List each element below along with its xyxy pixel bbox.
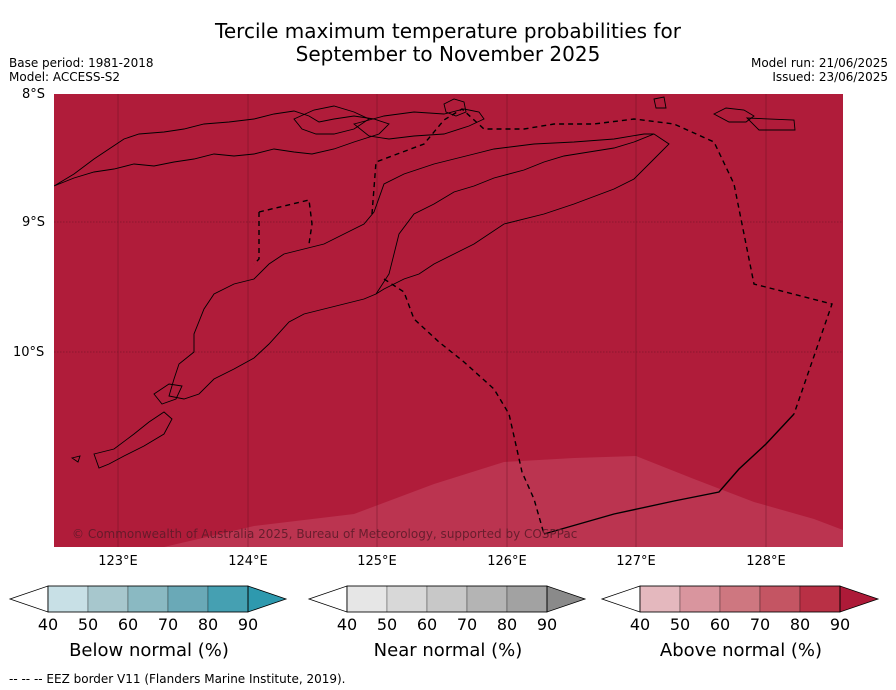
lon-label-124: 124°E — [228, 554, 268, 569]
map-title-line1: Tercile maximum temperature probabilitie… — [215, 19, 681, 43]
colorbar-near-bin-3 — [466, 585, 508, 613]
legend-below-normal: 40 50 60 70 80 90 — [8, 584, 290, 634]
eez-border — [253, 108, 833, 535]
colorbar-above-tick-50: 50 — [669, 615, 691, 634]
meta-right: Model run: 21/06/2025 Issued: 23/06/2025 — [751, 56, 888, 84]
legend-label-near: Near normal (%) — [373, 640, 523, 661]
colorbar-below-normal — [8, 585, 288, 613]
eez-australia-indonesia — [543, 413, 795, 535]
lat-label-8s: 8°S — [22, 87, 46, 102]
colorbar-below-tick-80: 80 — [197, 615, 219, 634]
colorbar-below-bin-4 — [207, 585, 249, 613]
small-island-1 — [653, 96, 667, 109]
colorbar-above-tick-70: 70 — [749, 615, 771, 634]
lon-label-128: 128°E — [746, 554, 786, 569]
legend-above-normal: 40 50 60 70 80 90 — [600, 584, 882, 634]
rote-coast — [93, 411, 173, 469]
lon-label-126: 126°E — [487, 554, 527, 569]
colorbar-below-tick-60: 60 — [117, 615, 139, 634]
above-normal-90-area — [54, 94, 843, 547]
eez-oecusse — [253, 199, 313, 265]
colorbar-below-bin-1 — [87, 585, 129, 613]
colorbar-near-bin-2 — [426, 585, 468, 613]
timor-east-coast — [375, 133, 670, 295]
above-normal-80-area — [164, 456, 843, 547]
legend-near-normal: 40 50 60 70 80 90 — [307, 584, 589, 634]
atauro-coast — [443, 98, 467, 117]
colorbar-near-frame — [346, 585, 548, 613]
colorbar-near-tick-50: 50 — [376, 615, 398, 634]
colorbar-below-tick-40: 40 — [37, 615, 59, 634]
colorbar-near-upper-cap — [546, 585, 587, 613]
flores-coast — [54, 110, 390, 187]
map-title-line2: September to November 2025 — [295, 42, 601, 66]
colorbar-above-tick-90: 90 — [829, 615, 851, 634]
colorbar-above-bin-0 — [639, 585, 681, 613]
model-run: Model run: 21/06/2025 — [750, 56, 888, 70]
colorbar-above-tick-80: 80 — [789, 615, 811, 634]
colorbar-near-bin-0 — [346, 585, 388, 613]
eez-timor-north — [371, 108, 833, 415]
colorbar-below-bin-3 — [167, 585, 209, 613]
legend-label-below: Below normal (%) — [69, 640, 229, 661]
colorbar-near-normal — [307, 585, 587, 613]
meta-left: Base period: 1981-2018 Model: ACCESS-S2 — [9, 56, 154, 84]
probability-map — [54, 94, 843, 547]
model-name: Model: ACCESS-S2 — [9, 70, 121, 84]
lat-label-10s: 10°S — [13, 345, 45, 360]
colorbar-above-bin-2 — [719, 585, 761, 613]
colorbar-near-tick-90: 90 — [536, 615, 558, 634]
colorbar-below-tick-50: 50 — [77, 615, 99, 634]
colorbar-above-bin-4 — [799, 585, 841, 613]
colorbar-below-upper-cap — [247, 585, 288, 613]
colorbar-near-tick-70: 70 — [456, 615, 478, 634]
romang-coast — [745, 117, 796, 131]
colorbar-above-bin-3 — [759, 585, 801, 613]
lon-label-127: 127°E — [616, 554, 656, 569]
semau-coast — [153, 383, 183, 405]
alor-coast — [353, 108, 485, 140]
colorbar-below-frame — [47, 585, 249, 613]
colorbar-near-bin-4 — [506, 585, 548, 613]
lon-label-123: 123°E — [98, 554, 138, 569]
map-title: Tercile maximum temperature probabilitie… — [0, 20, 896, 66]
colorbar-near-tick-40: 40 — [336, 615, 358, 634]
lat-label-9s: 9°S — [22, 215, 46, 230]
colorbar-near-lower-cap — [307, 585, 348, 613]
colorbar-below-lower-cap — [8, 585, 49, 613]
eez-timor-south — [383, 278, 545, 535]
issued-date: Issued: 23/06/2025 — [772, 70, 888, 84]
colorbar-above-tick-40: 40 — [629, 615, 651, 634]
coastlines — [54, 96, 796, 469]
lomblen-coast — [293, 105, 370, 135]
copyright-notice: © Commonwealth of Australia 2025, Bureau… — [72, 527, 578, 541]
colorbar-near-bin-1 — [386, 585, 428, 613]
colorbar-below-tick-90: 90 — [237, 615, 259, 634]
ndana-coast — [70, 455, 81, 463]
colorbar-above-normal — [600, 585, 880, 613]
colorbar-above-frame — [639, 585, 841, 613]
lon-label-125: 125°E — [357, 554, 397, 569]
wetar-east-coast — [713, 107, 755, 123]
timor-west-coast — [168, 133, 654, 400]
colorbar-above-upper-cap — [839, 585, 880, 613]
colorbar-below-bin-0 — [47, 585, 89, 613]
graticule — [54, 94, 843, 547]
colorbar-above-bin-1 — [679, 585, 721, 613]
colorbar-below-tick-70: 70 — [157, 615, 179, 634]
base-period: Base period: 1981-2018 — [9, 56, 154, 70]
colorbar-below-bin-2 — [127, 585, 169, 613]
colorbar-near-tick-60: 60 — [416, 615, 438, 634]
colorbar-above-lower-cap — [600, 585, 641, 613]
colorbar-above-tick-60: 60 — [709, 615, 731, 634]
colorbar-near-tick-80: 80 — [496, 615, 518, 634]
legend-label-above: Above normal (%) — [659, 640, 823, 661]
eez-footnote: -- -- -- EEZ border V11 (Flanders Marine… — [9, 672, 346, 686]
